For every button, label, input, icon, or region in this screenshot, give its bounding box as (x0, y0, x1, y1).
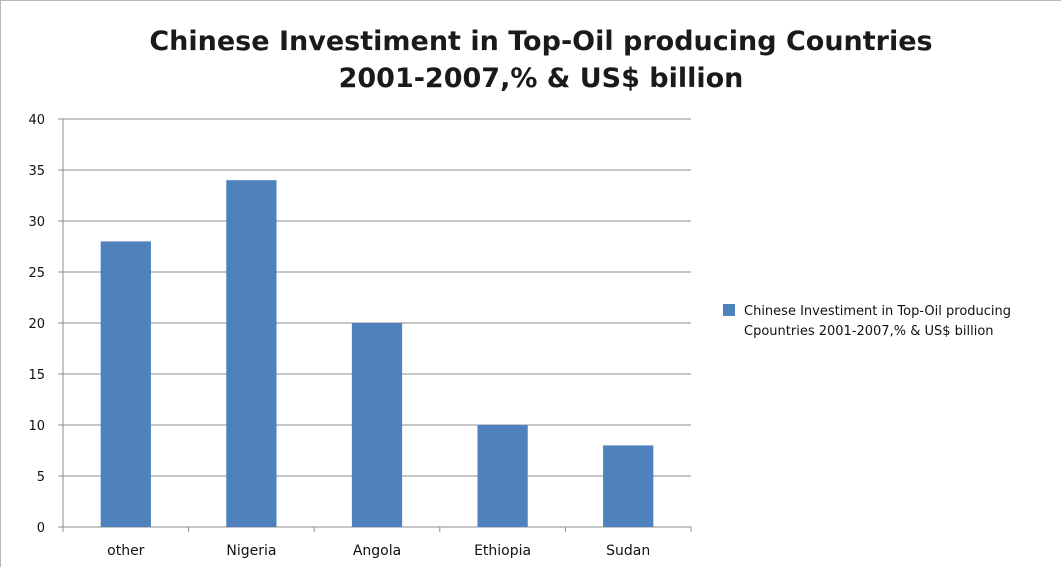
y-tick-label: 30 (28, 215, 45, 230)
bar (100, 241, 151, 527)
legend-swatch (723, 304, 735, 316)
y-tick-label: 35 (28, 164, 45, 179)
legend-label: Chinese Investiment in Top-Oil producing… (744, 304, 1012, 339)
x-tick-label: Nigeria (226, 543, 276, 559)
y-tick-label: 20 (28, 317, 45, 332)
x-tick-label: Sudan (606, 543, 650, 559)
bar (351, 323, 403, 527)
y-tick-label: 5 (37, 470, 45, 485)
y-tick-label: 25 (28, 266, 45, 281)
bar (477, 425, 528, 527)
y-tick-label: 0 (37, 521, 45, 536)
bar (226, 180, 277, 527)
x-tick-label: other (107, 543, 145, 559)
y-tick-label: 40 (28, 113, 45, 128)
x-tick-label: Angola (353, 543, 401, 559)
bar (603, 445, 654, 527)
y-tick-label: 15 (28, 368, 45, 383)
x-tick-label: Ethiopia (474, 543, 531, 559)
chart-title: Chinese Investiment in Top-Oil producing… (149, 26, 933, 94)
y-tick-label: 10 (28, 419, 45, 434)
